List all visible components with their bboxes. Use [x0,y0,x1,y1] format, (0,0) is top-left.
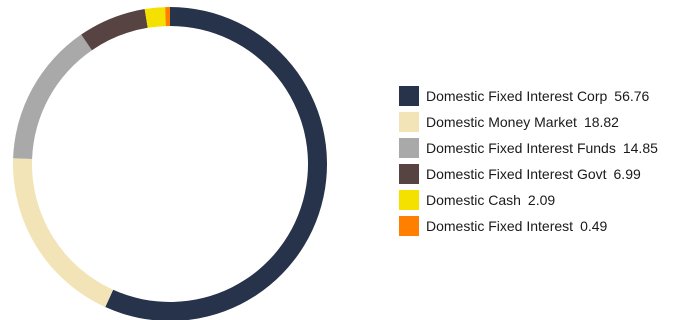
donut-slice [13,34,92,159]
legend-label: Domestic Fixed Interest Corp [426,87,608,104]
legend-value: 56.76 [614,87,650,104]
legend-label: Domestic Money Market [426,113,577,130]
legend-value: 18.82 [583,113,619,130]
donut-slice [105,7,327,320]
legend-item: Domestic Cash 2.09 [399,189,658,210]
legend-item: Domestic Fixed Interest Corp 56.76 [399,85,658,106]
legend-swatch [399,215,419,236]
legend-item: Domestic Fixed Interest 0.49 [399,215,658,236]
donut-slice [13,158,114,308]
donut-slice [165,7,170,27]
donut-slice [81,9,148,51]
chart-legend: Domestic Fixed Interest Corp 56.76 Domest… [399,85,658,241]
legend-item: Domestic Fixed Interest Govt 6.99 [399,163,658,184]
donut-slice [144,7,166,28]
legend-value: 6.99 [613,165,641,182]
legend-swatch [399,189,419,210]
legend-item: Domestic Fixed Interest Funds 14.85 [399,137,658,158]
legend-label: Domestic Cash [426,191,521,208]
legend-swatch [399,137,419,158]
donut-chart [13,7,327,320]
legend-value: 14.85 [622,139,658,156]
legend-label: Domestic Fixed Interest Govt [426,165,607,182]
legend-value: 0.49 [580,217,608,234]
legend-item: Domestic Money Market 18.82 [399,111,658,132]
legend-swatch [399,85,419,106]
legend-swatch [399,163,419,184]
legend-value: 2.09 [527,191,556,208]
legend-swatch [399,111,419,132]
legend-label: Domestic Fixed Interest Funds [426,139,616,156]
legend-label: Domestic Fixed Interest [426,217,574,234]
